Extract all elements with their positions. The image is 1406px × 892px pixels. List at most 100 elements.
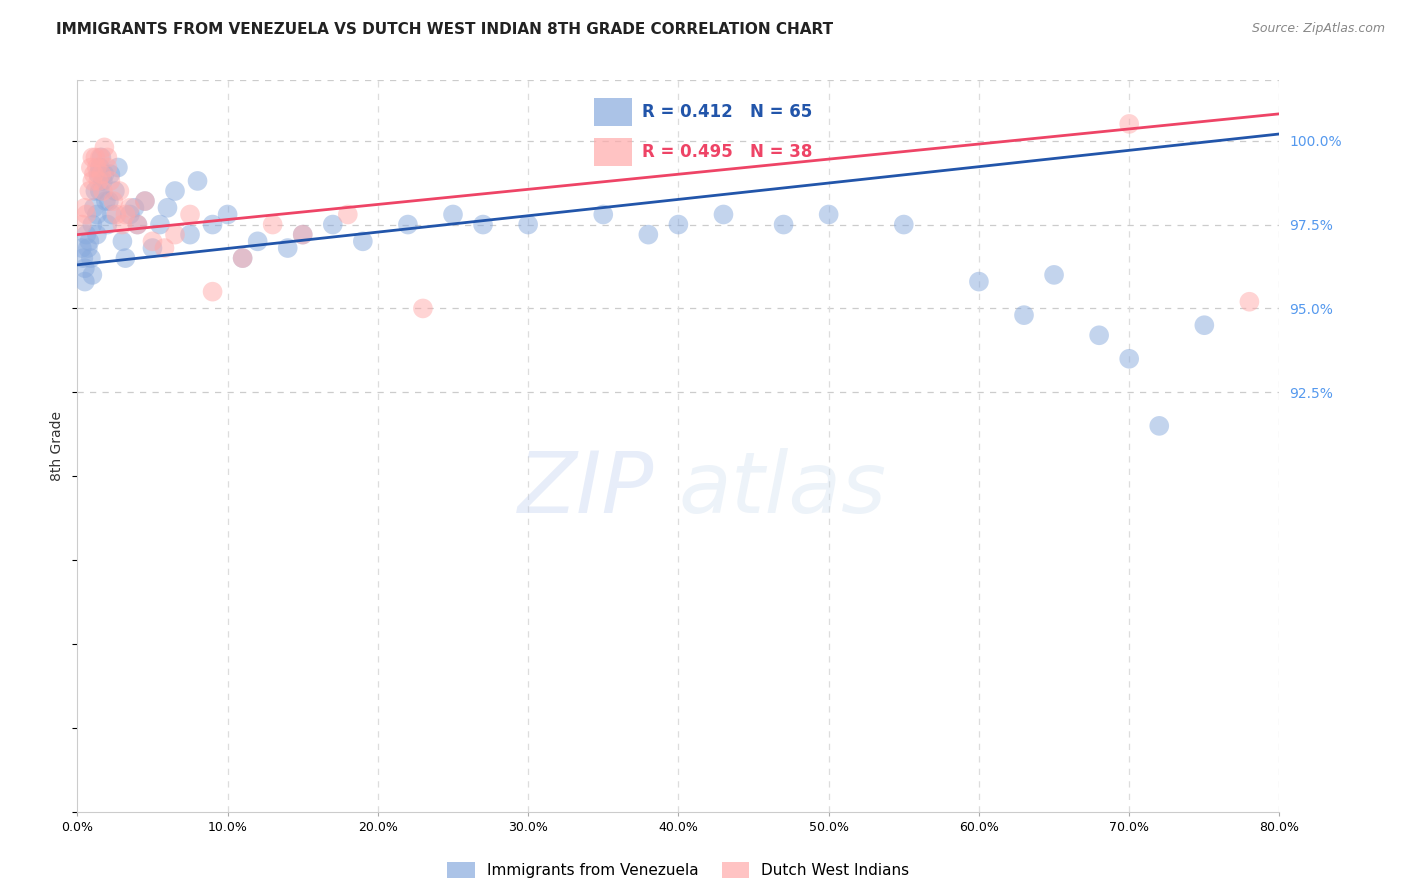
Bar [593, 98, 631, 126]
Point [89, 151, 111, 165]
Point [118, 201, 141, 215]
Point [201, 285, 224, 299]
Point [83, 201, 105, 215]
Point [96, 151, 118, 165]
Point [179, 227, 201, 242]
Point [114, 207, 136, 221]
Point [893, 218, 915, 232]
Point [103, 194, 125, 208]
Point [84, 151, 107, 165]
Point [1043, 268, 1066, 282]
Point [89, 184, 111, 198]
Point [101, 207, 124, 221]
Point [90, 151, 112, 165]
Bar [593, 138, 631, 166]
Point [82, 174, 104, 188]
Point [772, 218, 794, 232]
Point [86, 161, 108, 175]
Legend: Immigrants from Venezuela, Dutch West Indians: Immigrants from Venezuela, Dutch West In… [441, 856, 915, 885]
Point [124, 201, 146, 215]
Point [72, 251, 94, 265]
Point [70, 218, 93, 232]
Point [1118, 117, 1140, 131]
Point [73, 275, 96, 289]
Point [76, 241, 98, 255]
Point [141, 241, 163, 255]
Point [441, 207, 464, 221]
Point [91, 184, 114, 198]
Point [201, 218, 224, 232]
Point [817, 207, 839, 221]
Point [134, 194, 156, 208]
Point [262, 218, 284, 232]
Point [352, 235, 374, 249]
Point [108, 184, 131, 198]
Point [100, 167, 122, 181]
Point [100, 174, 122, 188]
Point [118, 207, 141, 221]
Point [1118, 351, 1140, 366]
Point [217, 207, 239, 221]
Point [83, 167, 105, 181]
Point [472, 218, 495, 232]
Point [592, 207, 614, 221]
Point [80, 251, 103, 265]
Point [82, 151, 104, 165]
Point [86, 207, 108, 221]
Point [86, 227, 108, 242]
Point [90, 167, 112, 181]
Point [96, 218, 118, 232]
Point [82, 268, 104, 282]
Point [107, 161, 129, 175]
Point [80, 161, 103, 175]
Point [111, 218, 134, 232]
Point [967, 275, 990, 289]
Point [94, 194, 117, 208]
Text: atlas: atlas [679, 449, 886, 532]
Point [141, 235, 163, 249]
Point [73, 261, 96, 276]
Point [79, 184, 101, 198]
Text: Source: ZipAtlas.com: Source: ZipAtlas.com [1251, 22, 1385, 36]
Point [1239, 294, 1261, 309]
Point [70, 241, 93, 255]
Point [336, 207, 359, 221]
Point [412, 301, 434, 316]
Point [277, 241, 299, 255]
Point [79, 235, 101, 249]
Point [1149, 418, 1171, 433]
Point [111, 235, 134, 249]
Point [87, 174, 110, 188]
Point [291, 227, 314, 242]
Point [127, 218, 149, 232]
Point [93, 167, 115, 181]
Point [96, 161, 118, 175]
Point [163, 227, 186, 242]
Text: ZIP: ZIP [517, 449, 654, 532]
Point [93, 140, 115, 154]
Text: IMMIGRANTS FROM VENEZUELA VS DUTCH WEST INDIAN 8TH GRADE CORRELATION CHART: IMMIGRANTS FROM VENEZUELA VS DUTCH WEST … [56, 22, 834, 37]
Point [322, 218, 344, 232]
Y-axis label: 8th Grade: 8th Grade [51, 411, 65, 481]
Point [232, 251, 254, 265]
Point [517, 218, 540, 232]
Text: R = 0.495   N = 38: R = 0.495 N = 38 [643, 144, 813, 161]
Point [637, 227, 659, 242]
Point [97, 194, 120, 208]
Point [105, 207, 128, 221]
Point [1088, 328, 1111, 343]
Point [127, 218, 149, 232]
Point [89, 161, 111, 175]
Point [396, 218, 419, 232]
Point [75, 207, 97, 221]
Point [156, 201, 179, 215]
Point [163, 184, 186, 198]
Point [75, 227, 97, 242]
Point [246, 235, 269, 249]
Point [1194, 318, 1216, 333]
Point [291, 227, 314, 242]
Point [104, 184, 127, 198]
Point [82, 218, 104, 232]
Point [134, 194, 156, 208]
Point [149, 218, 172, 232]
